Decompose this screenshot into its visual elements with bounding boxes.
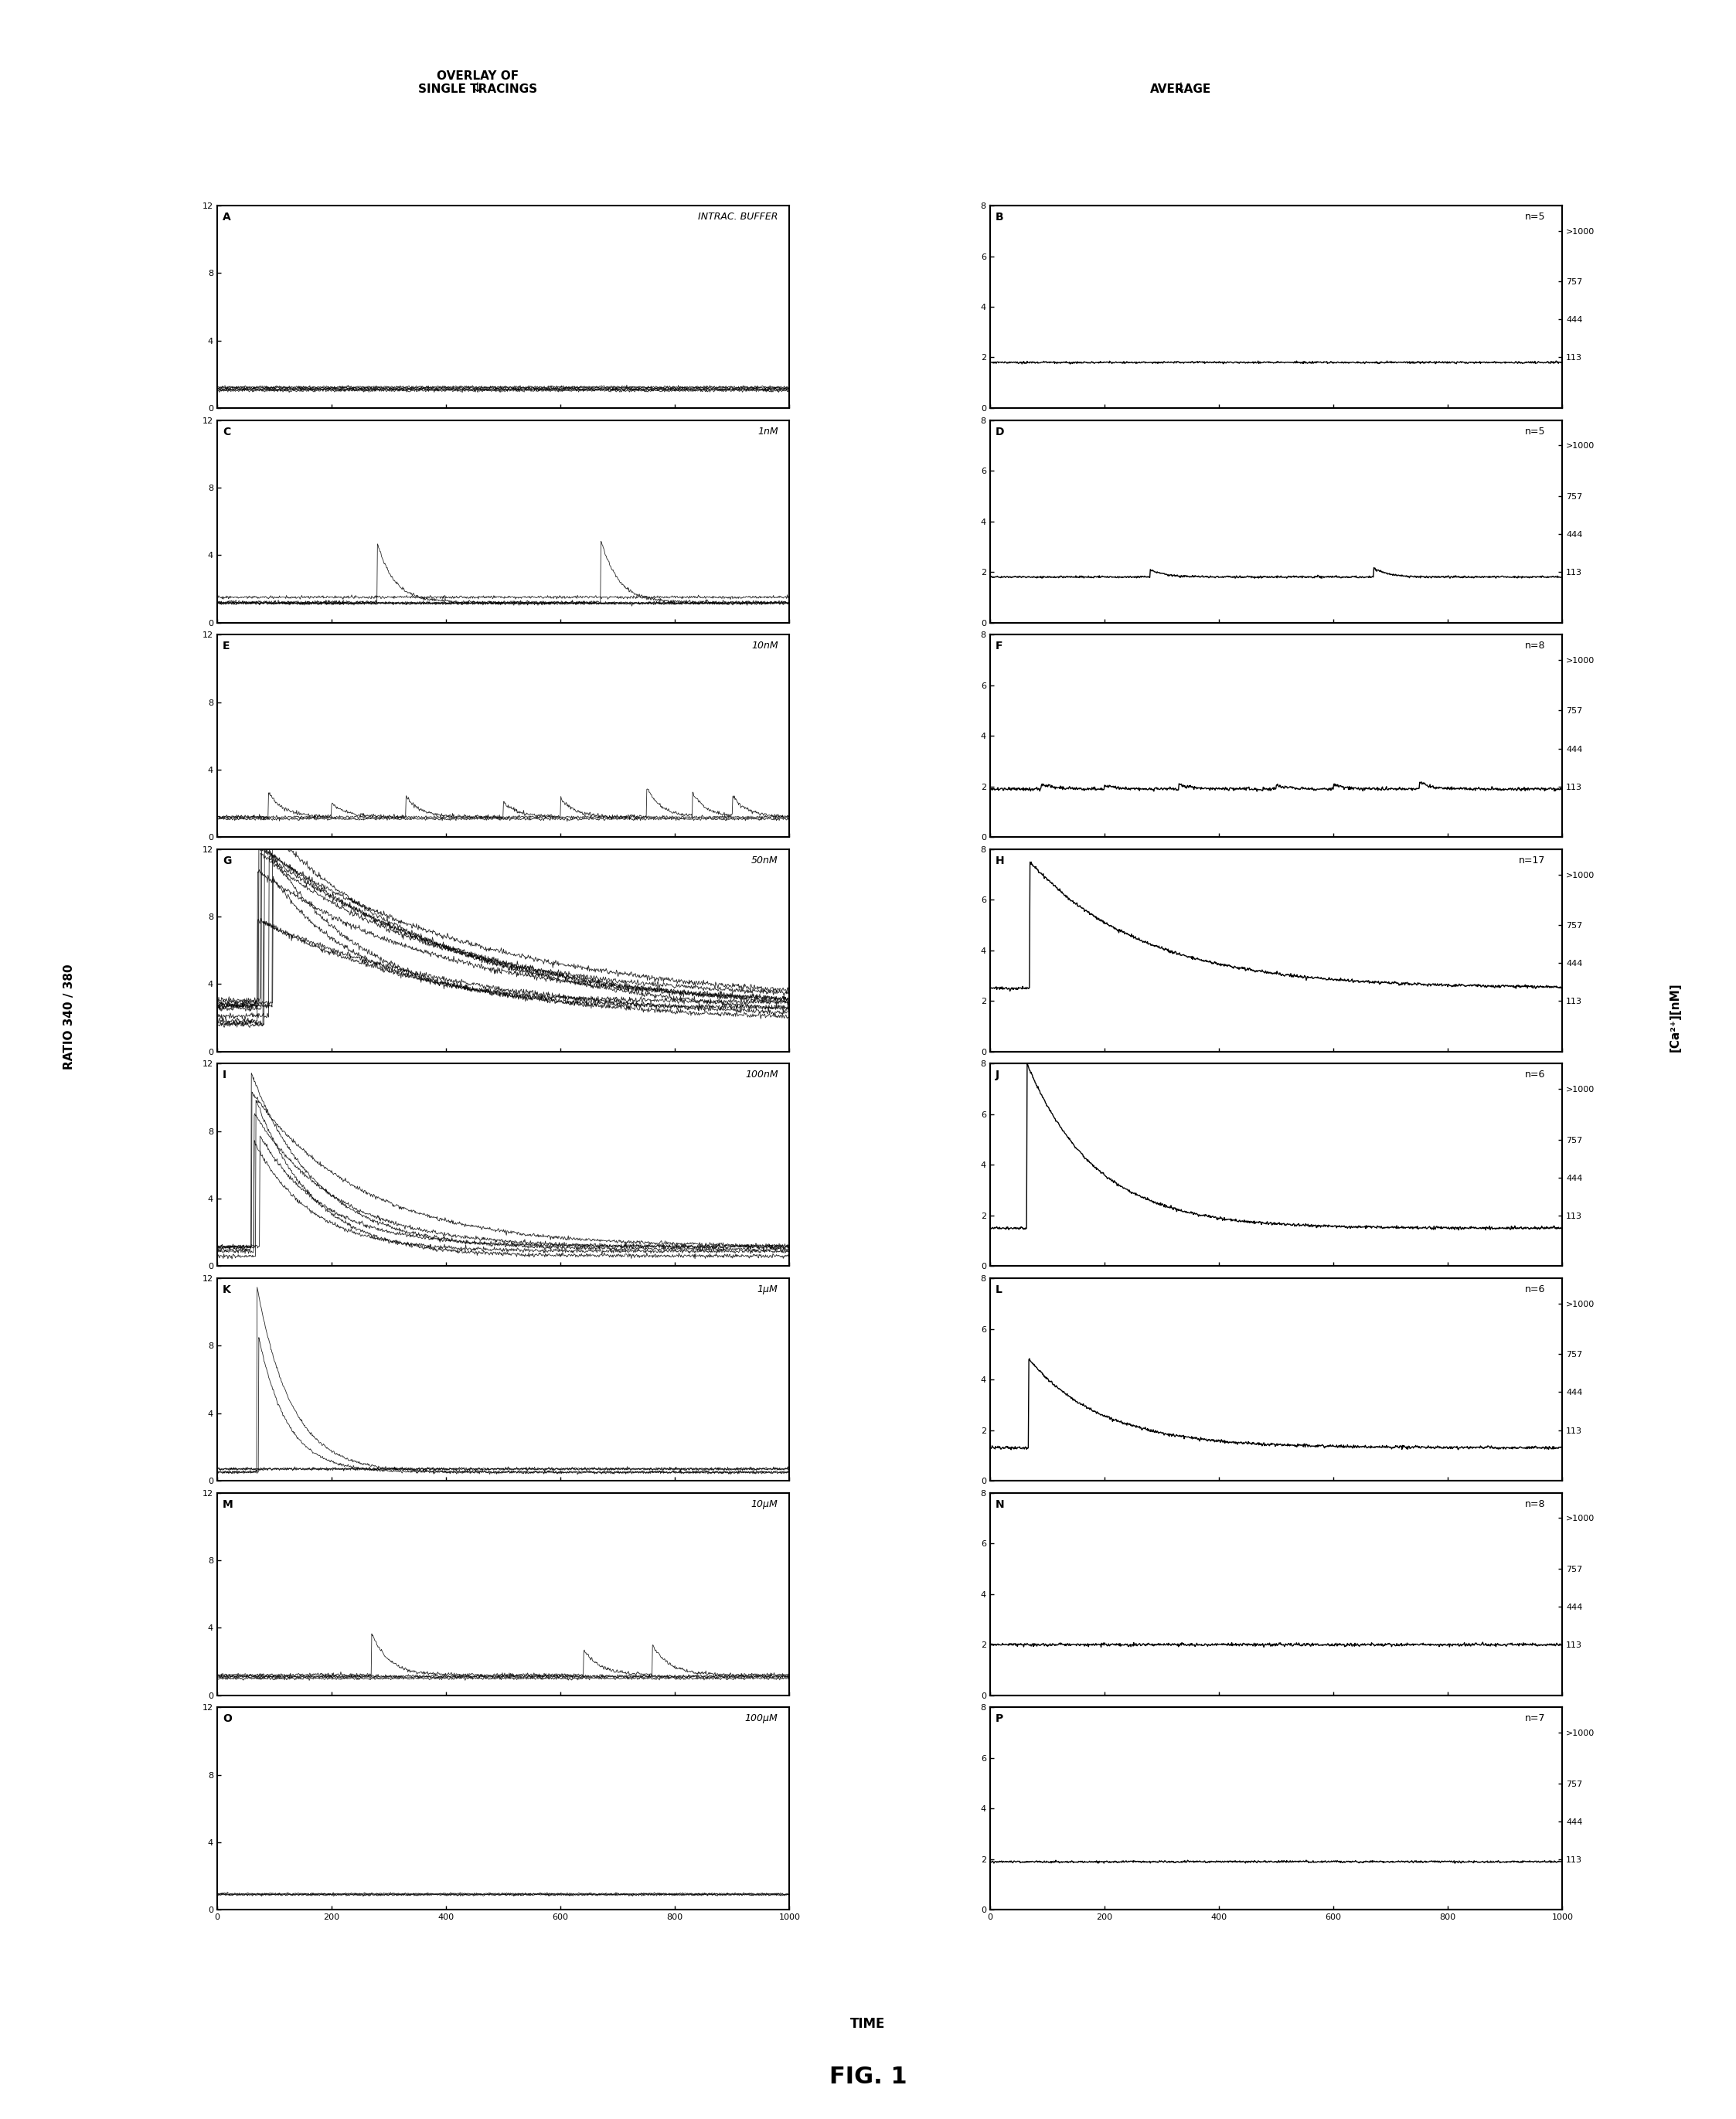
Text: 100μM: 100μM [745,1714,778,1723]
Text: F: F [996,640,1003,651]
Text: J: J [996,1070,1000,1081]
Text: H: H [996,856,1005,867]
Text: I: I [222,1070,227,1081]
Text: n=8: n=8 [1524,1498,1545,1509]
Text: INTRAC. BUFFER: INTRAC. BUFFER [698,212,778,222]
Text: M: M [222,1498,233,1509]
Text: n=8: n=8 [1524,640,1545,651]
Text: B: B [996,212,1003,222]
Text: 1nM: 1nM [757,426,778,437]
Text: n=7: n=7 [1524,1714,1545,1723]
Text: 100nM: 100nM [745,1070,778,1081]
Text: E: E [222,640,231,651]
Text: FIG. 1: FIG. 1 [830,2066,906,2087]
Text: AVERAGE: AVERAGE [1149,85,1212,95]
Text: D: D [996,426,1005,437]
Text: G: G [222,856,231,867]
Text: ↓: ↓ [472,49,483,95]
Text: ↓: ↓ [1175,49,1186,95]
Text: n=5: n=5 [1524,212,1545,222]
Text: [Ca²⁺][nM]: [Ca²⁺][nM] [1670,983,1680,1051]
Text: OVERLAY OF
SINGLE TRACINGS: OVERLAY OF SINGLE TRACINGS [418,70,536,95]
Text: 10nM: 10nM [752,640,778,651]
Text: 50nM: 50nM [752,856,778,865]
Text: O: O [222,1714,233,1725]
Text: n=6: n=6 [1524,1070,1545,1081]
Text: C: C [222,426,231,437]
Text: TIME: TIME [851,2017,885,2030]
Text: A: A [222,212,231,222]
Text: 1μM: 1μM [757,1284,778,1295]
Text: n=17: n=17 [1519,856,1545,865]
Text: n=6: n=6 [1524,1284,1545,1295]
Text: L: L [996,1284,1002,1295]
Text: RATIO 340 / 380: RATIO 340 / 380 [64,964,75,1070]
Text: N: N [996,1498,1005,1509]
Text: K: K [222,1284,231,1295]
Text: P: P [996,1714,1003,1725]
Text: 10μM: 10μM [752,1498,778,1509]
Text: n=5: n=5 [1524,426,1545,437]
